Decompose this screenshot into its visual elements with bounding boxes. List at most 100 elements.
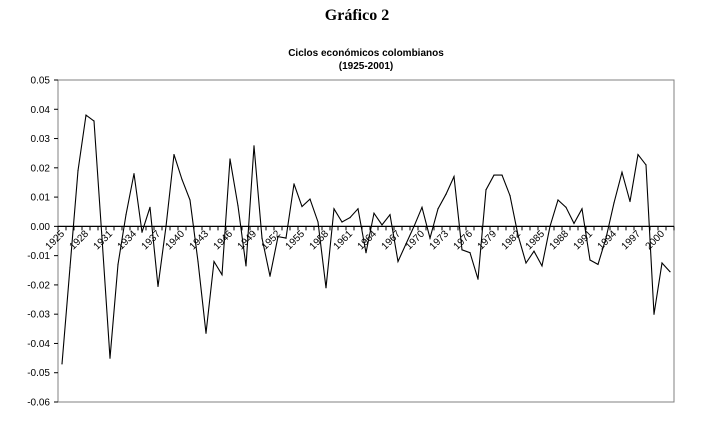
x-tick-label: 1934 (116, 228, 140, 252)
data-point-2001 (669, 271, 671, 273)
data-point-1947 (237, 205, 239, 207)
data-point-1977 (477, 278, 479, 280)
data-point-1965 (381, 224, 383, 226)
data-point-1961 (349, 217, 351, 219)
data-point-1987 (557, 199, 559, 201)
data-point-1975 (461, 249, 463, 251)
data-point-1982 (517, 234, 519, 236)
data-point-1931 (109, 357, 111, 359)
data-point-1939 (173, 154, 175, 156)
y-tick-label: 0.03 (31, 134, 51, 145)
data-point-1970 (421, 206, 423, 208)
data-point-1955 (301, 205, 303, 208)
x-tick-label: 1976 (452, 228, 476, 252)
data-point-1999 (653, 313, 655, 315)
data-point-1988 (565, 206, 567, 208)
data-point-1983 (525, 262, 527, 264)
data-point-1994 (613, 202, 615, 204)
data-point-1964 (373, 212, 375, 214)
data-point-1996 (629, 200, 631, 203)
y-tick-label: 0.04 (31, 105, 51, 116)
data-point-1991 (589, 259, 591, 261)
y-tick-label: -0.06 (27, 398, 50, 409)
data-point-1993 (605, 237, 607, 239)
x-tick-label: 1964 (356, 228, 380, 252)
data-point-2000 (661, 262, 663, 264)
data-point-1933 (125, 214, 127, 216)
data-point-1940 (181, 178, 183, 181)
data-point-1998 (645, 164, 647, 166)
data-point-1962 (357, 208, 359, 210)
chart-title: Ciclos económicos colombianos (288, 48, 444, 59)
data-point-1985 (541, 265, 543, 267)
data-point-1979 (493, 174, 495, 176)
data-point-1995 (621, 171, 623, 173)
x-tick-label: 1952 (260, 228, 284, 252)
data-point-1950 (261, 237, 263, 239)
data-point-1926 (69, 266, 71, 268)
data-point-1978 (485, 189, 487, 191)
x-tick-label: 1937 (140, 228, 164, 252)
chart-subtitle: (1925-2001) (339, 61, 393, 72)
x-tick-label: 1931 (92, 228, 116, 252)
data-point-1973 (445, 193, 447, 195)
data-point-1966 (389, 214, 391, 216)
data-point-1989 (573, 222, 575, 224)
data-point-1935 (141, 231, 143, 233)
data-point-1976 (469, 252, 471, 254)
x-tick-label: 2000 (644, 228, 668, 252)
data-point-1949 (253, 145, 255, 147)
data-point-1943 (205, 332, 207, 334)
data-point-1945 (221, 274, 223, 276)
x-tick-label: 1985 (524, 228, 548, 252)
data-point-1958 (325, 287, 327, 289)
data-points (61, 114, 671, 365)
x-tick-label: 1943 (188, 228, 212, 252)
data-point-1959 (333, 208, 335, 210)
y-axis: 0.05 0.04 0.03 0.02 0.01 0.00 -0.01 -0.02 -0.03 -… (27, 76, 58, 409)
x-axis: 1925 1928 1931 1934 1937 1940 1943 1946 1949 1952… (44, 225, 675, 252)
data-point-1944 (213, 260, 215, 263)
data-point-1960 (341, 221, 343, 223)
data-point-1972 (437, 208, 439, 210)
data-point-1925 (61, 363, 63, 365)
y-tick-label: -0.02 (27, 280, 50, 291)
data-point-1974 (453, 176, 455, 178)
y-tick-label: 0.05 (31, 76, 51, 87)
data-point-1946 (229, 158, 231, 160)
y-tick-label: 0.00 (31, 222, 51, 233)
y-tick-label: 0.01 (31, 193, 51, 204)
data-point-1938 (165, 225, 167, 227)
x-tick-label: 1988 (548, 228, 572, 252)
data-point-1927 (77, 170, 79, 172)
data-point-1971 (429, 237, 431, 239)
y-tick-label: -0.05 (27, 368, 50, 379)
data-point-1951 (269, 275, 271, 277)
x-tick-label: 1940 (164, 228, 188, 252)
data-point-1969 (413, 225, 415, 227)
x-tick-label: 1979 (476, 228, 500, 252)
data-point-1936 (149, 206, 151, 208)
data-point-1990 (581, 208, 583, 210)
data-point-1968 (405, 243, 407, 245)
data-point-1997 (637, 154, 639, 156)
y-tick-label: -0.01 (27, 251, 50, 262)
data-point-1986 (549, 225, 551, 227)
plot-frame (57, 79, 675, 403)
data-point-1956 (309, 198, 311, 200)
data-point-1952 (277, 236, 279, 238)
data-point-1929 (93, 120, 95, 122)
data-point-1941 (189, 199, 191, 201)
data-point-1984 (533, 250, 535, 252)
data-point-1953 (285, 237, 287, 239)
data-point-1992 (597, 263, 599, 265)
data-point-1932 (117, 263, 119, 265)
y-tick-label: 0.02 (31, 163, 51, 174)
y-tick-label: -0.04 (27, 339, 50, 350)
data-point-1934 (133, 173, 135, 175)
data-point-1981 (509, 195, 511, 197)
data-point-1957 (317, 221, 319, 223)
data-point-1963 (365, 252, 367, 254)
data-point-1948 (245, 265, 247, 267)
